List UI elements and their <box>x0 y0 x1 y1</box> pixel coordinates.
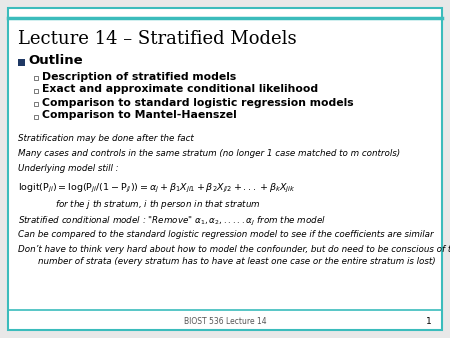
Text: Stratification may be done after the fact: Stratification may be done after the fac… <box>18 134 194 143</box>
Text: for the $j$ th stratum, $i$ th person in that stratum: for the $j$ th stratum, $i$ th person in… <box>55 198 261 211</box>
Bar <box>34 89 38 93</box>
Text: $\mathrm{logit}(\mathrm{P}_{ji}) = \log(\mathrm{P}_{ji} / (1 - \mathrm{P}_{ji})): $\mathrm{logit}(\mathrm{P}_{ji}) = \log(… <box>18 182 296 195</box>
Bar <box>34 75 38 79</box>
Text: Stratified conditional model : "Remove" $\alpha_1, \alpha_2, .....\alpha_J$ from: Stratified conditional model : "Remove" … <box>18 215 326 228</box>
Text: Comparison to Mantel-Haenszel: Comparison to Mantel-Haenszel <box>42 111 237 121</box>
Text: Lecture 14 – Stratified Models: Lecture 14 – Stratified Models <box>18 30 297 48</box>
Bar <box>34 101 38 105</box>
Text: Many cases and controls in the same stratum (no longer 1 case matched to m contr: Many cases and controls in the same stra… <box>18 149 400 158</box>
Text: Underlying model still :: Underlying model still : <box>18 164 119 173</box>
Bar <box>18 59 25 66</box>
Bar <box>34 115 38 119</box>
Text: 1: 1 <box>426 316 432 325</box>
Text: Comparison to standard logistic regression models: Comparison to standard logistic regressi… <box>42 97 354 107</box>
Text: Description of stratified models: Description of stratified models <box>42 72 236 81</box>
Text: Outline: Outline <box>28 53 83 67</box>
Text: Don’t have to think very hard about how to model the confounder, but do need to : Don’t have to think very hard about how … <box>18 245 450 254</box>
Text: Can be compared to the standard logistic regression model to see if the coeffici: Can be compared to the standard logistic… <box>18 230 434 239</box>
Text: BIOST 536 Lecture 14: BIOST 536 Lecture 14 <box>184 316 266 325</box>
Text: number of strata (every stratum has to have at least one case or the entire stra: number of strata (every stratum has to h… <box>38 257 436 266</box>
Text: Exact and approximate conditional likelihood: Exact and approximate conditional likeli… <box>42 84 318 95</box>
